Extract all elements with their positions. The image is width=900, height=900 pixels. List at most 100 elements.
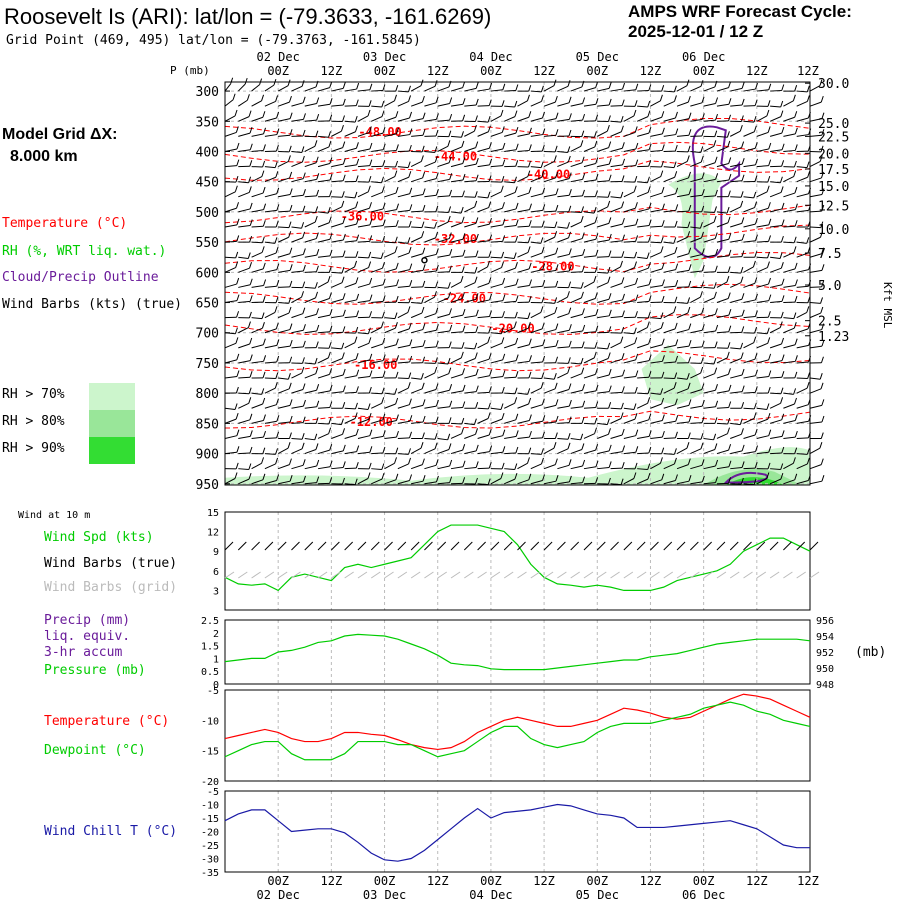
wind-barb bbox=[517, 241, 529, 244]
surface-wind-barb-grid bbox=[663, 571, 674, 579]
wind-barb bbox=[567, 80, 571, 87]
wind-barb bbox=[796, 311, 808, 319]
wind-barb bbox=[570, 448, 583, 455]
wind-barb bbox=[637, 132, 650, 137]
wind-barb bbox=[701, 96, 705, 103]
wind-barb bbox=[688, 247, 692, 254]
wind-barb bbox=[395, 338, 399, 345]
wind-barbs-true-label: Wind Barbs (true) bbox=[44, 556, 178, 571]
wind-barb bbox=[530, 361, 543, 364]
wind-barb bbox=[647, 472, 651, 480]
wind-barb bbox=[793, 388, 797, 395]
wind-barb bbox=[542, 263, 546, 270]
wind-barb bbox=[741, 385, 745, 392]
wind-barb bbox=[623, 435, 636, 439]
wind-barb bbox=[633, 185, 637, 192]
wind-barb bbox=[278, 118, 291, 122]
wind-barb bbox=[567, 433, 571, 440]
wind-barb bbox=[675, 415, 679, 422]
wind-barb bbox=[676, 177, 689, 183]
wind-barb bbox=[809, 286, 822, 288]
wind-barb bbox=[633, 472, 637, 479]
wind-barb bbox=[730, 450, 743, 455]
wind-barb bbox=[331, 196, 343, 198]
wind-barb bbox=[331, 374, 344, 379]
wind-barb bbox=[582, 384, 586, 391]
wind-barb bbox=[502, 429, 506, 436]
wind-barb bbox=[304, 313, 317, 319]
wind-barb bbox=[690, 161, 702, 168]
wind-barb bbox=[766, 472, 770, 479]
wind-barb bbox=[230, 77, 234, 84]
surface-wind-barb bbox=[570, 541, 580, 551]
wind-barb bbox=[515, 84, 519, 91]
wind-barb bbox=[317, 298, 330, 304]
wind-barb bbox=[342, 217, 346, 224]
wind-barb bbox=[234, 472, 238, 479]
wind-barb bbox=[475, 82, 479, 89]
wind-barb bbox=[783, 403, 795, 409]
wind-barb bbox=[806, 85, 810, 92]
wind-barb bbox=[650, 149, 663, 152]
wind-barb bbox=[517, 360, 530, 364]
wind-barb bbox=[249, 446, 253, 454]
wind-barb bbox=[727, 417, 731, 425]
wind-barb bbox=[447, 140, 451, 147]
wind-barb bbox=[408, 322, 412, 330]
wind-barb bbox=[650, 317, 661, 320]
height-tick-label: 10.0 bbox=[818, 223, 849, 238]
wind-barb bbox=[354, 125, 358, 132]
wind-barb bbox=[767, 337, 771, 344]
wind-barb bbox=[475, 174, 479, 181]
surface-wind-barb-grid bbox=[610, 571, 620, 579]
wind-barb bbox=[528, 85, 532, 92]
wind-barb bbox=[781, 202, 785, 210]
wind-barb bbox=[382, 235, 386, 243]
wind-barb bbox=[650, 268, 663, 273]
wind-barb bbox=[434, 222, 438, 229]
wind-barb bbox=[715, 400, 719, 407]
wind-barb bbox=[264, 387, 276, 394]
wind-barb bbox=[570, 465, 583, 470]
wind-barb bbox=[236, 277, 240, 285]
wind-barb bbox=[543, 236, 555, 243]
wind-barb bbox=[301, 222, 305, 229]
wind-barb bbox=[568, 189, 572, 196]
wind-barb bbox=[674, 398, 678, 405]
wind-barb bbox=[768, 370, 772, 377]
wind-barb bbox=[381, 100, 385, 108]
wind-barb bbox=[278, 269, 291, 273]
wind-barb bbox=[528, 414, 532, 421]
wind-barb bbox=[542, 355, 546, 363]
wind-barb bbox=[530, 285, 543, 288]
wind-barb bbox=[557, 437, 569, 440]
wind-barb bbox=[276, 128, 280, 135]
wind-barb bbox=[703, 145, 715, 152]
wind-barb bbox=[302, 96, 306, 103]
wind-barb bbox=[568, 129, 572, 137]
wind-barb bbox=[806, 237, 810, 244]
wind-barb bbox=[730, 104, 743, 107]
wind-barb bbox=[318, 211, 329, 214]
wind-barb bbox=[288, 297, 292, 304]
wind-barb bbox=[540, 85, 544, 92]
wind-barb bbox=[422, 339, 426, 347]
surface-wind-barb bbox=[636, 541, 646, 551]
wind-barb bbox=[238, 132, 251, 137]
wind-barb bbox=[517, 327, 529, 334]
wind-barb bbox=[716, 357, 728, 364]
wind-barb bbox=[236, 370, 240, 377]
wind-barb bbox=[673, 382, 677, 389]
wind-barb bbox=[224, 99, 234, 107]
wind-barb bbox=[314, 433, 318, 440]
wind-barb bbox=[422, 399, 426, 406]
wind-barb bbox=[676, 194, 690, 198]
wind-barb bbox=[730, 222, 742, 228]
wind-barb bbox=[371, 435, 384, 439]
surface-wind-barb-grid bbox=[370, 571, 381, 579]
wind-barb bbox=[673, 457, 677, 465]
wind-barb bbox=[610, 120, 622, 123]
wind-barb bbox=[530, 209, 543, 213]
wind-barb bbox=[781, 143, 785, 150]
wind-barb bbox=[553, 155, 557, 162]
